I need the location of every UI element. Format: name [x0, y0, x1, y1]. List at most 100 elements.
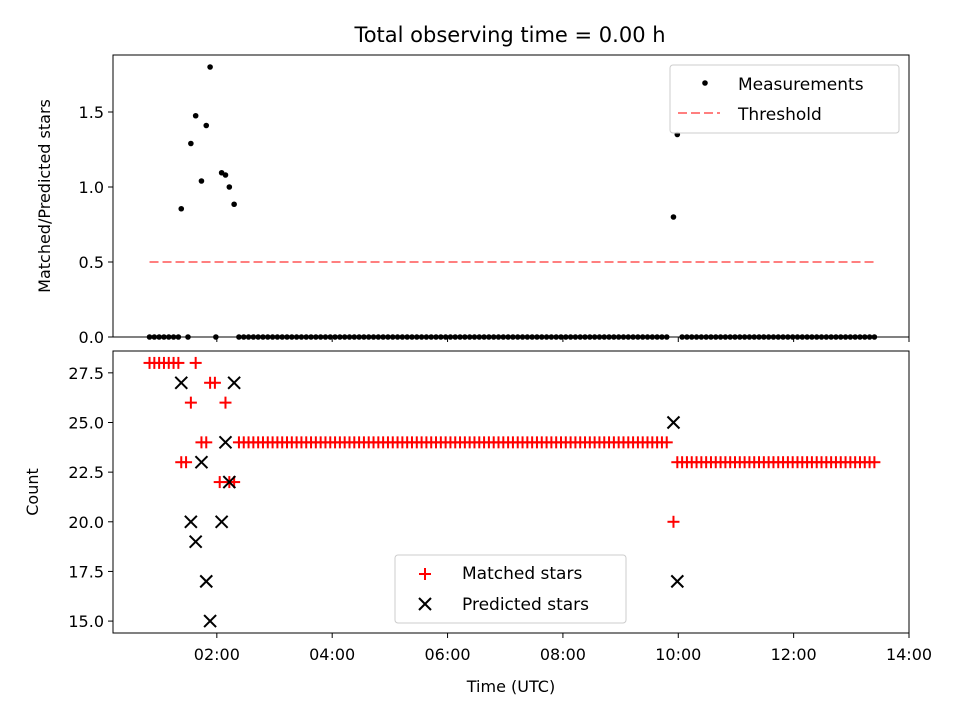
measurement-point	[558, 334, 564, 340]
measurement-point	[413, 334, 420, 340]
measurement-point	[255, 334, 261, 340]
measurement-point	[601, 334, 608, 340]
measurement-point	[770, 334, 777, 340]
measurement-point	[737, 334, 743, 340]
measurement-point	[356, 334, 362, 340]
predicted-star-point	[214, 515, 229, 529]
matched-star-point	[667, 515, 680, 528]
measurement-point	[577, 334, 584, 340]
measurement-point	[837, 334, 844, 340]
measurement-point	[457, 334, 463, 340]
measurement-point	[785, 334, 791, 340]
measurement-point	[799, 334, 806, 340]
measurement-point	[279, 334, 285, 340]
measurement-point	[611, 334, 617, 340]
measurement-point	[337, 334, 343, 340]
ratio-y-tick-label: 0.0	[79, 328, 104, 347]
measurement-point	[857, 334, 863, 340]
measurement-point	[308, 334, 314, 340]
measurement-point	[756, 334, 762, 340]
measurement-point	[765, 334, 772, 340]
measurement-point	[842, 334, 849, 340]
measurement-point	[293, 334, 300, 340]
measurement-point	[236, 334, 242, 340]
measurement-point	[146, 334, 153, 340]
measurement-point	[654, 334, 660, 340]
predicted-star-point	[222, 475, 237, 489]
count-x-tick-label: 12:00	[771, 645, 817, 664]
measurement-point	[543, 334, 550, 340]
measurement-point	[562, 334, 569, 340]
matched-star-point	[184, 396, 197, 409]
measurement-point	[332, 334, 338, 340]
measurement-point	[365, 334, 372, 340]
measurement-point	[161, 334, 167, 340]
measurement-point	[587, 334, 593, 340]
ratio-panel: 0.0 0.5 1.0 1.5 Matched/Predicted stars Mea…	[35, 54, 910, 347]
count-y-tick-label: 22.5	[68, 463, 104, 482]
measurement-point	[524, 334, 531, 340]
measurement-point	[250, 334, 257, 340]
measurement-point	[175, 334, 182, 340]
ratio-y-axis-label: Matched/Predicted stars	[35, 99, 54, 293]
matched-star-point	[200, 436, 213, 449]
count-x-axis: 02:00 04:00 06:00 08:00 10:00 12:00 14:00	[194, 633, 932, 664]
legend-matched-label: Matched stars	[462, 564, 582, 584]
measurement-point	[385, 334, 391, 340]
measurement-point	[394, 334, 401, 340]
measurement-point	[409, 334, 415, 340]
measurement-point	[679, 334, 685, 340]
count-y-tick-label: 20.0	[68, 513, 104, 532]
predicted-star-point	[666, 415, 681, 430]
measurement-point	[871, 334, 878, 340]
measurement-point	[322, 334, 329, 340]
matched-star-point	[660, 436, 673, 449]
measurement-point	[317, 334, 324, 340]
measurement-point	[375, 334, 382, 340]
predicted-star-point	[203, 614, 217, 628]
predicted-star-point	[227, 376, 241, 390]
measurement-point	[746, 334, 753, 340]
measurement-point	[188, 140, 194, 147]
measurement-point	[447, 334, 454, 340]
legend-measurements-label: Measurements	[738, 75, 864, 95]
measurement-point	[789, 334, 796, 340]
measurement-point	[693, 334, 700, 340]
measurement-point	[418, 334, 425, 340]
measurement-point	[495, 334, 502, 340]
measurement-point	[289, 334, 295, 340]
measurement-point	[775, 334, 782, 340]
measurement-point	[688, 334, 695, 340]
count-panel-frame	[112, 350, 910, 634]
measurement-point	[156, 334, 162, 340]
measurement-point	[780, 334, 786, 340]
measurement-point	[615, 334, 622, 340]
predicted-star-point	[174, 376, 188, 390]
count-x-tick-label: 06:00	[424, 645, 470, 664]
measurement-point	[823, 334, 830, 340]
predicted-star-point	[188, 534, 203, 549]
matched-star-point	[219, 396, 232, 409]
count-y-tick-label: 27.5	[68, 364, 104, 383]
measurement-point	[170, 334, 177, 340]
measurement-point	[245, 334, 252, 340]
predicted-star-point	[199, 574, 213, 589]
measurement-point	[828, 334, 834, 340]
measurement-point	[274, 334, 281, 340]
ratio-y-axis: 0.0 0.5 1.0 1.5	[79, 103, 113, 347]
measurement-point	[861, 334, 868, 340]
matched-star-point	[208, 376, 221, 389]
matched-star-point	[172, 356, 185, 369]
measurement-point	[567, 334, 574, 340]
measurement-point	[761, 334, 767, 340]
ratio-y-tick-label: 1.0	[79, 178, 104, 197]
predicted-star-point	[184, 515, 198, 529]
ratio-y-tick-label: 0.5	[79, 253, 104, 272]
measurement-point	[361, 334, 367, 340]
measurement-point	[548, 334, 555, 340]
matched-star-point	[189, 356, 202, 369]
measurement-point	[486, 334, 492, 340]
measurement-point	[260, 334, 266, 340]
measurement-point	[505, 334, 511, 340]
measurement-point	[809, 334, 815, 340]
